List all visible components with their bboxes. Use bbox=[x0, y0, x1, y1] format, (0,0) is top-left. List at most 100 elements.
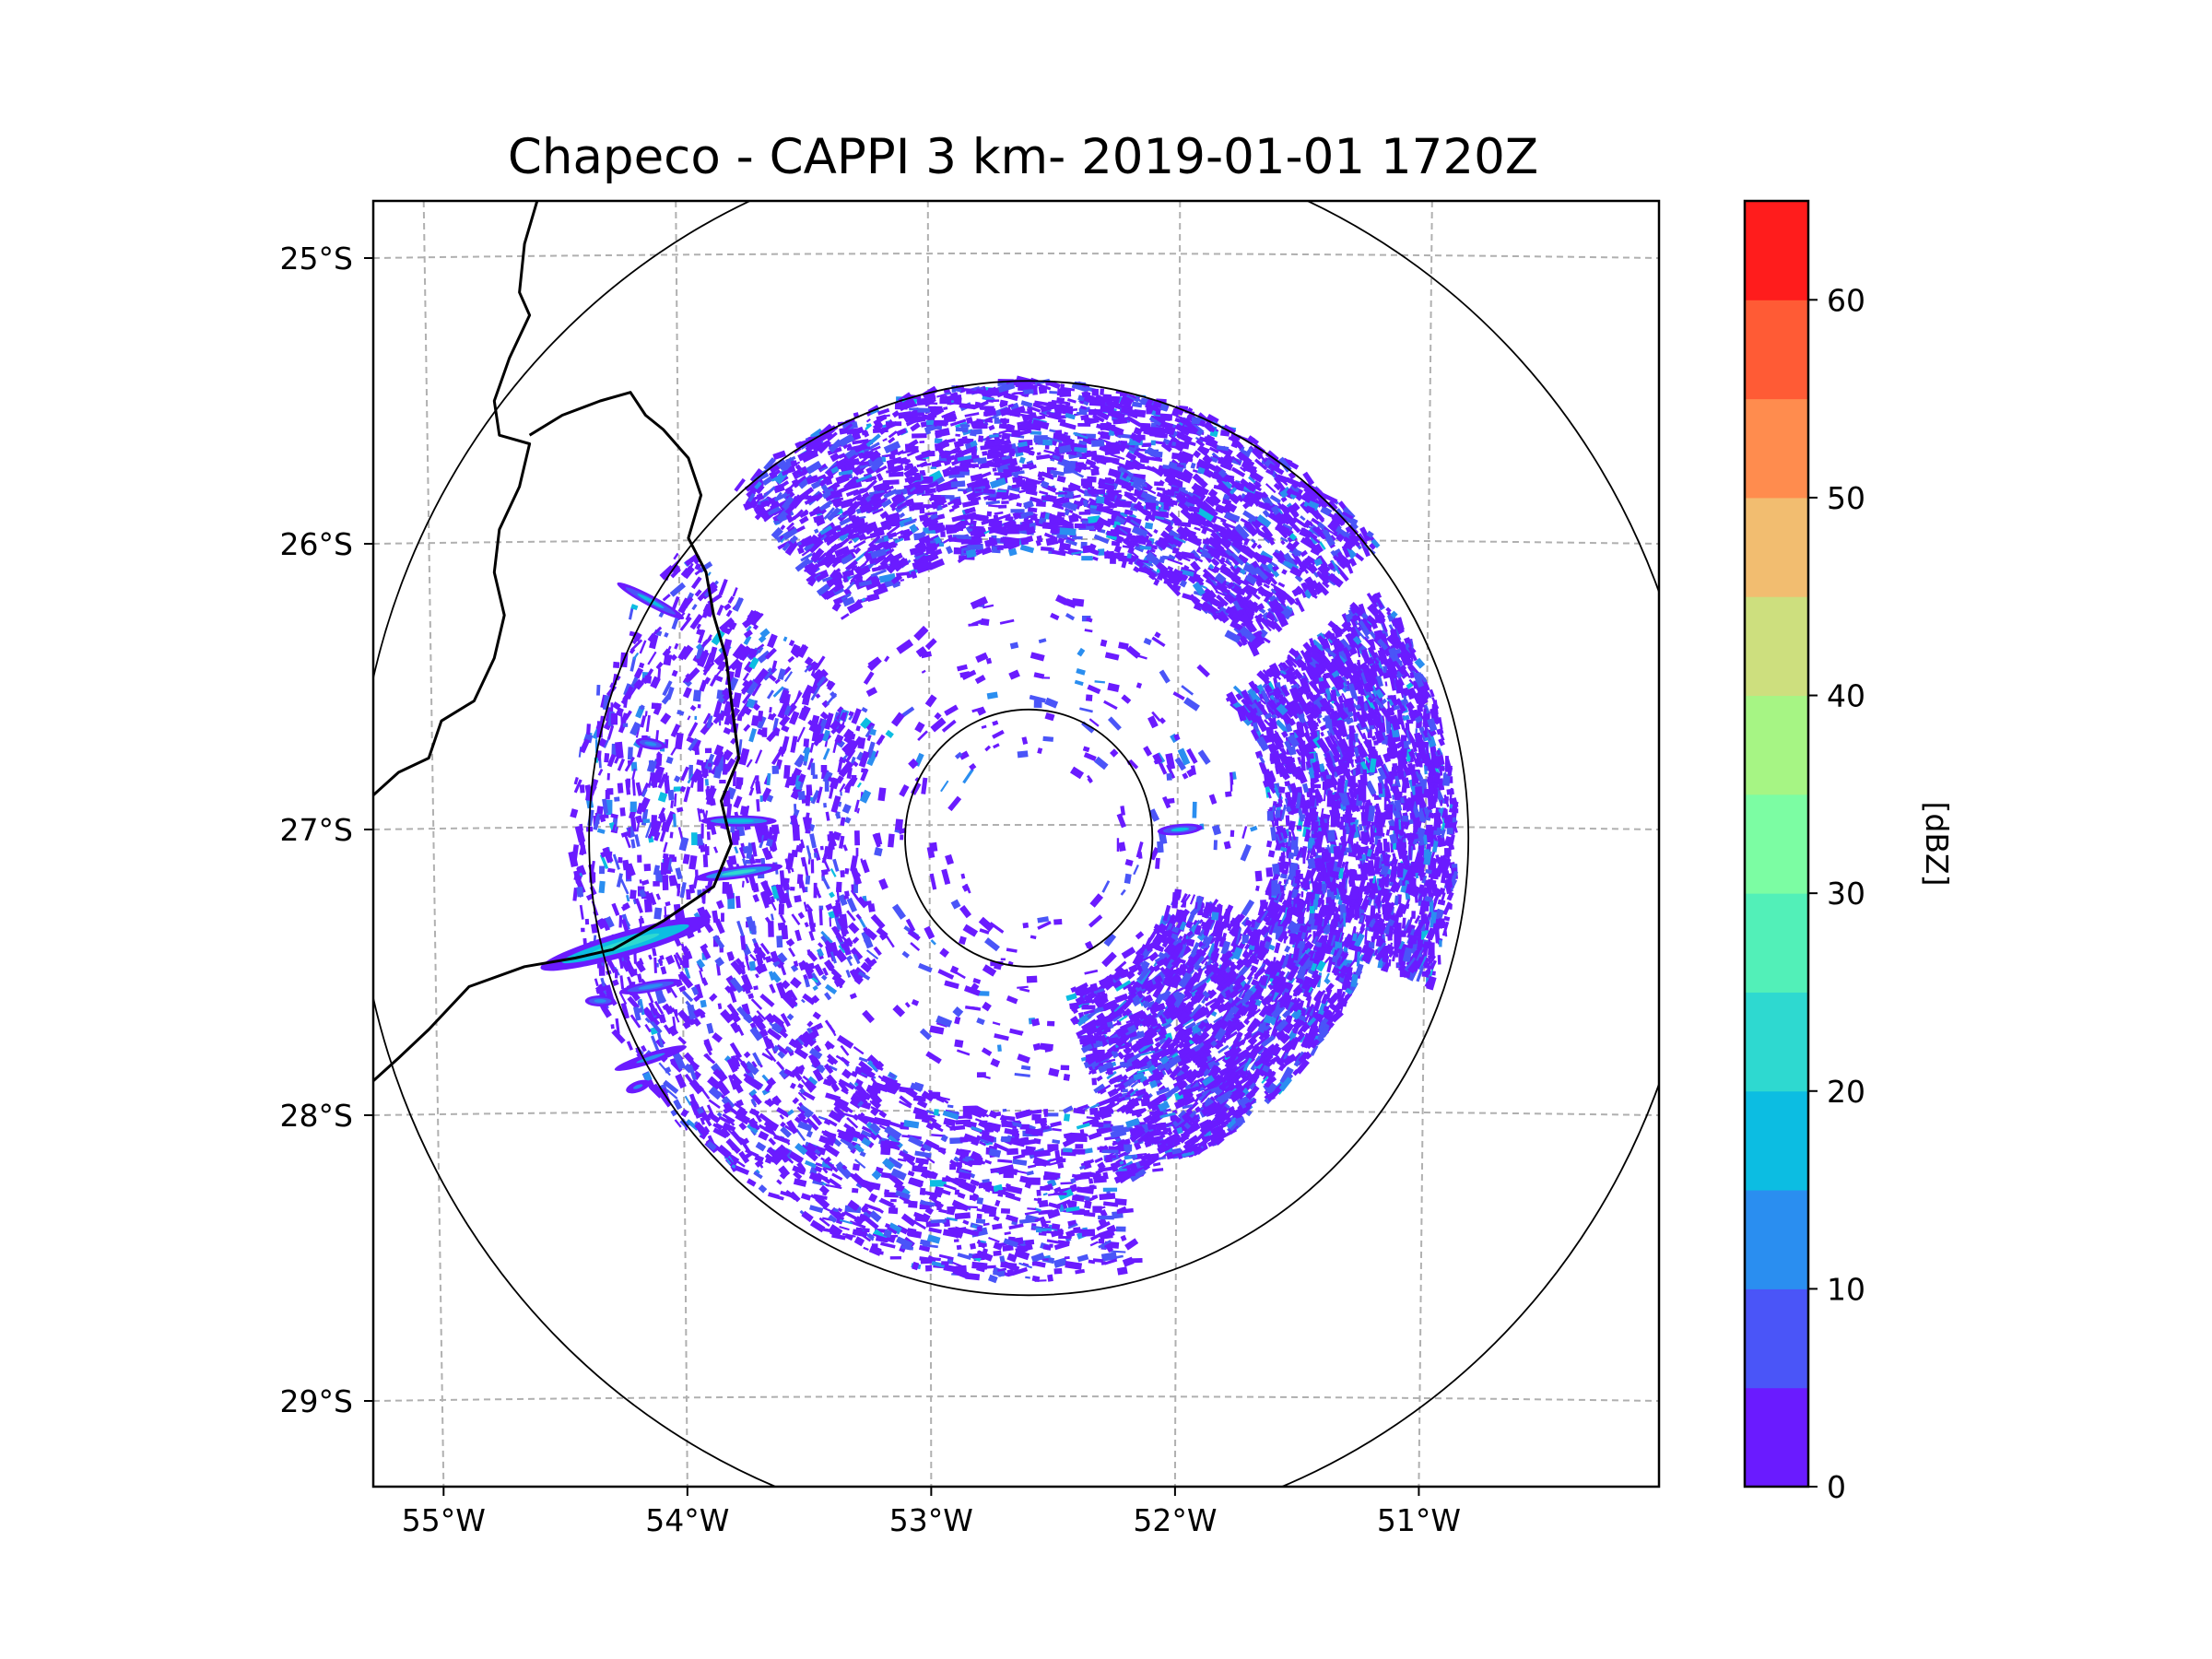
reflectivity-cell bbox=[1373, 948, 1379, 956]
reflectivity-cell bbox=[1382, 961, 1386, 968]
reflectivity-cell bbox=[1387, 700, 1391, 711]
reflectivity-cell bbox=[1438, 762, 1443, 776]
reflectivity-cell bbox=[1285, 792, 1291, 798]
reflectivity-cell bbox=[1280, 688, 1287, 698]
reflectivity-cell bbox=[1304, 934, 1312, 943]
reflectivity-cell bbox=[1415, 710, 1424, 721]
reflectivity-cell bbox=[1343, 912, 1347, 927]
reflectivity-cell bbox=[1091, 1077, 1097, 1086]
reflectivity-cell bbox=[1279, 873, 1288, 879]
reflectivity-cell bbox=[1377, 806, 1380, 821]
reflectivity-cell bbox=[1423, 704, 1430, 714]
reflectivity-cell bbox=[1325, 897, 1332, 904]
reflectivity-cell bbox=[1350, 608, 1356, 615]
reflectivity-cell bbox=[1267, 681, 1276, 691]
reflectivity-cell bbox=[1302, 672, 1309, 681]
reflectivity-cell bbox=[1441, 765, 1445, 771]
reflectivity-cell bbox=[1346, 759, 1354, 764]
reflectivity-cell bbox=[1359, 806, 1367, 810]
reflectivity-cell bbox=[1429, 951, 1435, 958]
reflectivity-cell bbox=[1418, 810, 1427, 823]
reflectivity-cell bbox=[1352, 663, 1359, 670]
reflectivity-cell bbox=[1329, 743, 1342, 759]
reflectivity-cell bbox=[1358, 863, 1364, 869]
reflectivity-cell bbox=[1275, 719, 1289, 735]
reflectivity-cell bbox=[1437, 955, 1441, 965]
reflectivity-cell bbox=[1407, 706, 1416, 718]
reflectivity-cell bbox=[1446, 891, 1454, 901]
reflectivity-cell bbox=[1443, 873, 1448, 878]
reflectivity-cell bbox=[1387, 695, 1393, 700]
reflectivity-cell bbox=[1293, 897, 1300, 904]
reflectivity-cell bbox=[1140, 1098, 1151, 1107]
reflectivity-cell bbox=[1375, 824, 1383, 837]
reflectivity-cell bbox=[1296, 825, 1302, 830]
reflectivity-cell bbox=[1357, 625, 1363, 631]
gridline-parallel bbox=[373, 824, 1659, 830]
reflectivity-cell bbox=[1405, 701, 1415, 712]
reflectivity-cell bbox=[1414, 657, 1426, 669]
reflectivity-cell bbox=[1449, 787, 1453, 799]
reflectivity-cell bbox=[1363, 881, 1372, 896]
reflectivity-cell bbox=[1373, 740, 1379, 746]
reflectivity-cell bbox=[1361, 815, 1366, 821]
reflectivity-cell bbox=[1382, 901, 1392, 916]
reflectivity-cell bbox=[1428, 958, 1431, 965]
reflectivity-cell bbox=[1312, 871, 1322, 888]
gridline-meridian bbox=[1173, 201, 1182, 1487]
reflectivity-cell bbox=[1382, 790, 1392, 804]
reflectivity-cell bbox=[1367, 865, 1375, 877]
reflectivity-cell bbox=[1334, 765, 1345, 776]
reflectivity-cell bbox=[1290, 862, 1299, 869]
reflectivity-cell bbox=[1430, 959, 1437, 971]
reflectivity-cell bbox=[1423, 708, 1427, 712]
reflectivity-cell bbox=[1394, 902, 1406, 918]
reflectivity-cell bbox=[1324, 939, 1334, 955]
reflectivity-cell bbox=[1348, 906, 1355, 915]
reflectivity-cell bbox=[1290, 900, 1294, 905]
reflectivity-cell bbox=[1288, 701, 1294, 711]
reflectivity-cell bbox=[919, 441, 925, 444]
reflectivity-cell bbox=[1318, 917, 1323, 923]
reflectivity-cell bbox=[1278, 786, 1286, 794]
reflectivity-cell bbox=[1392, 794, 1395, 800]
reflectivity-cell bbox=[1324, 867, 1327, 878]
reflectivity-cell bbox=[1308, 680, 1323, 696]
reflectivity-cell bbox=[1340, 816, 1345, 830]
reflectivity-cell bbox=[1408, 678, 1415, 686]
reflectivity-cell bbox=[1275, 802, 1283, 808]
reflectivity-cell bbox=[1252, 722, 1260, 733]
reflectivity-cell bbox=[1241, 689, 1253, 706]
reflectivity-cell bbox=[1316, 731, 1321, 738]
reflectivity-cell bbox=[1325, 774, 1332, 780]
reflectivity-cell bbox=[1439, 939, 1442, 947]
reflectivity-cell bbox=[1254, 715, 1268, 733]
reflectivity-cell bbox=[1388, 949, 1395, 959]
reflectivity-cell bbox=[1401, 704, 1405, 710]
reflectivity-cell bbox=[1344, 826, 1351, 835]
reflectivity-cell bbox=[1381, 698, 1387, 705]
reflectivity-cell bbox=[1274, 818, 1279, 827]
reflectivity-cell bbox=[940, 531, 946, 537]
reflectivity-cell bbox=[1285, 658, 1294, 668]
reflectivity-cell bbox=[955, 433, 960, 437]
reflectivity-cell bbox=[1373, 913, 1382, 920]
reflectivity-cell bbox=[1454, 808, 1459, 814]
reflectivity-cell bbox=[1389, 676, 1397, 684]
reflectivity-cell bbox=[1295, 748, 1302, 757]
reflectivity-cell bbox=[1341, 613, 1352, 628]
reflectivity-cell bbox=[1437, 899, 1446, 906]
reflectivity-cell bbox=[1285, 815, 1290, 827]
reflectivity-cell bbox=[1402, 815, 1409, 822]
reflectivity-cell bbox=[1382, 961, 1390, 971]
reflectivity-cell bbox=[1400, 906, 1404, 917]
plot-area bbox=[373, 201, 1659, 1487]
reflectivity-cell bbox=[1367, 659, 1375, 665]
reflectivity-cell bbox=[1339, 903, 1347, 917]
gridline-parallel bbox=[373, 253, 1659, 259]
reflectivity-cell bbox=[1298, 873, 1303, 880]
reflectivity-cell bbox=[1414, 914, 1421, 924]
reflectivity-cell bbox=[1400, 692, 1405, 699]
reflectivity-cell bbox=[1282, 704, 1296, 718]
